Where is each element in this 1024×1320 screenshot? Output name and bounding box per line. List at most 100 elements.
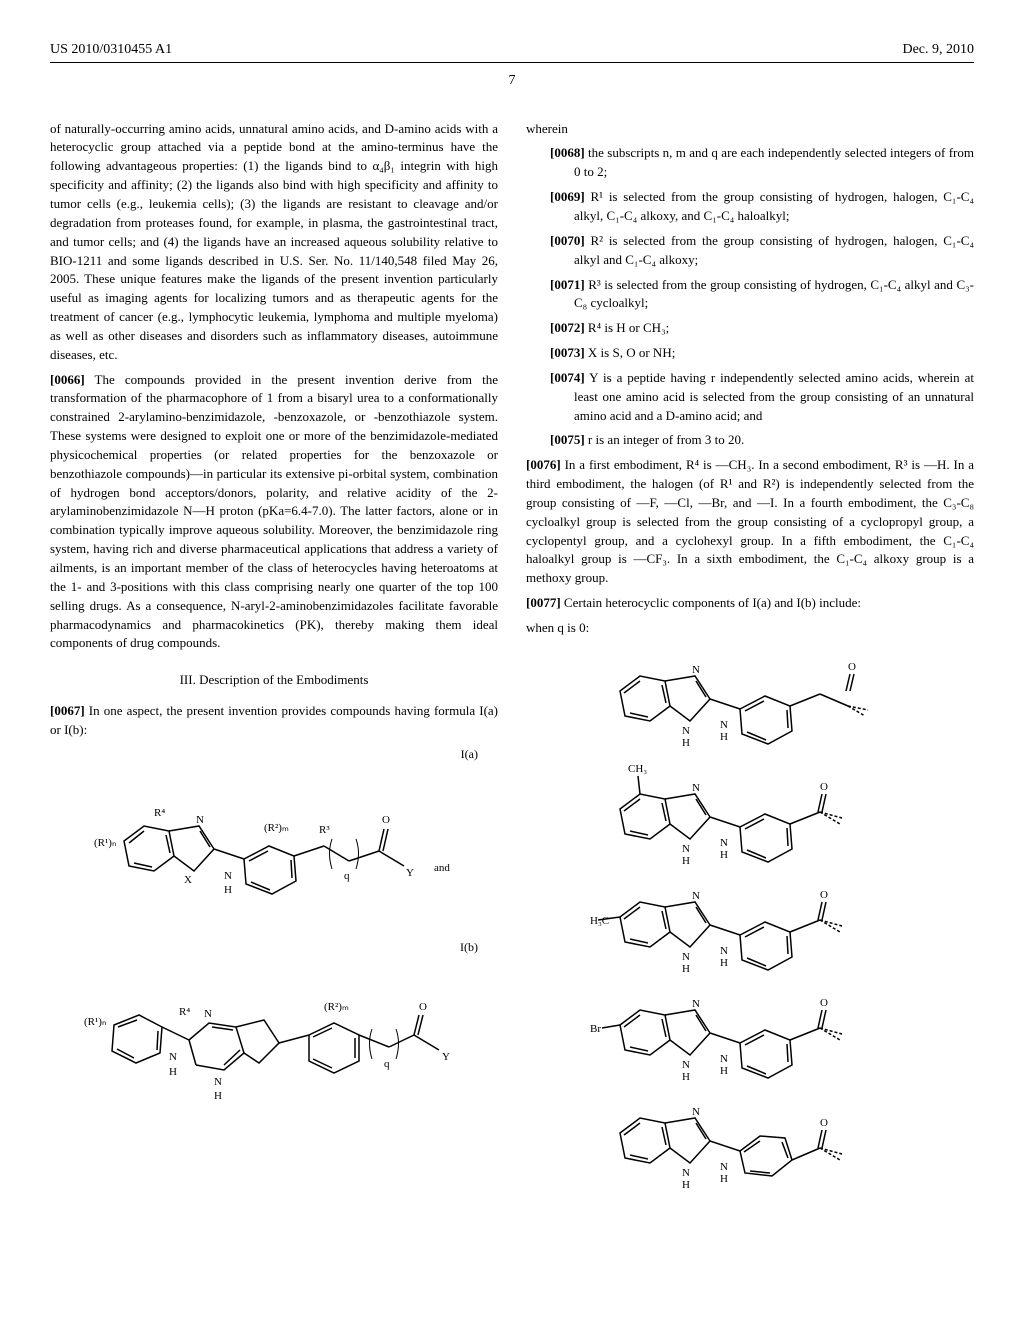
svg-text:N: N xyxy=(214,1076,222,1088)
svg-text:O: O xyxy=(848,661,856,673)
paragraph-0069: [0069] R¹ is selected from the group con… xyxy=(550,188,974,226)
paragraph-0074: [0074] Y is a peptide having r independe… xyxy=(550,369,974,426)
section-heading: III. Description of the Embodiments xyxy=(50,671,498,690)
svg-text:H: H xyxy=(720,957,728,969)
svg-text:and: and xyxy=(434,862,450,874)
svg-text:R³: R³ xyxy=(319,824,330,836)
svg-text:(R¹)ₙ: (R¹)ₙ xyxy=(84,1016,106,1028)
svg-text:N: N xyxy=(682,1059,690,1071)
svg-text:N: N xyxy=(204,1008,212,1020)
svg-text:O: O xyxy=(382,814,390,826)
svg-text:N: N xyxy=(692,1106,700,1118)
svg-text:O: O xyxy=(820,889,828,901)
page-header: US 2010/0310455 A1 Dec. 9, 2010 xyxy=(50,40,974,63)
svg-text:H₃C: H₃C xyxy=(590,915,609,927)
para-num: [0075] xyxy=(550,432,585,447)
svg-text:N: N xyxy=(720,1053,728,1065)
para-num: [0070] xyxy=(550,233,585,248)
para-num: [0071] xyxy=(550,277,585,292)
wherein-label: wherein xyxy=(526,120,974,139)
paragraph-0077: [0077] Certain heterocyclic components o… xyxy=(526,594,974,613)
svg-text:Br: Br xyxy=(590,1023,601,1035)
paragraph-0070: [0070] R² is selected from the group con… xyxy=(550,232,974,270)
svg-text:H: H xyxy=(720,731,728,743)
svg-text:H: H xyxy=(720,849,728,861)
heterocyclic-structure-4: BrNNHNHO xyxy=(590,980,910,1080)
paragraph-0073: [0073] X is S, O or NH; xyxy=(550,344,974,363)
para-text: the subscripts n, m and q are each indep… xyxy=(574,145,974,179)
svg-text:Y: Y xyxy=(442,1051,450,1063)
when-q-zero: when q is 0: xyxy=(526,619,974,638)
two-column-layout: of naturally-occurring amino acids, unna… xyxy=(50,120,974,1196)
svg-text:H: H xyxy=(682,855,690,864)
svg-text:N: N xyxy=(196,814,204,826)
para-num: [0074] xyxy=(550,370,585,385)
formula-label-Ia: I(a) xyxy=(50,746,498,763)
paragraph-0075: [0075] r is an integer of from 3 to 20. xyxy=(550,431,974,450)
svg-text:N: N xyxy=(169,1051,177,1063)
svg-text:N: N xyxy=(720,719,728,731)
svg-text:CH₃: CH₃ xyxy=(628,763,647,775)
paragraph-0067: [0067] In one aspect, the present invent… xyxy=(50,702,498,740)
publication-date: Dec. 9, 2010 xyxy=(902,40,974,60)
svg-text:N: N xyxy=(692,664,700,676)
svg-text:Y: Y xyxy=(406,867,414,879)
para-text: The compounds provided in the present in… xyxy=(50,372,498,651)
paragraph-0068: [0068] the subscripts n, m and q are eac… xyxy=(550,144,974,182)
svg-text:H: H xyxy=(169,1066,177,1078)
svg-text:N: N xyxy=(692,890,700,902)
svg-text:q: q xyxy=(344,870,350,882)
svg-text:H: H xyxy=(682,1179,690,1188)
svg-text:N: N xyxy=(720,1161,728,1173)
svg-text:R⁴: R⁴ xyxy=(154,807,165,819)
para-text: Y is a peptide having r independently se… xyxy=(574,370,974,423)
svg-text:O: O xyxy=(820,781,828,793)
formula-label-Ib: I(b) xyxy=(50,939,498,956)
para-text: r is an integer of from 3 to 20. xyxy=(585,432,745,447)
heterocyclic-structure-3: H₃CNNHNHO xyxy=(590,872,910,972)
para-num: [0069] xyxy=(550,189,585,204)
svg-text:N: N xyxy=(682,951,690,963)
svg-text:N: N xyxy=(720,837,728,849)
paragraph-0066: [0066] The compounds provided in the pre… xyxy=(50,371,498,654)
svg-text:R⁴: R⁴ xyxy=(179,1006,190,1018)
svg-text:N: N xyxy=(682,725,690,737)
para-num: [0073] xyxy=(550,345,585,360)
para-text: Certain heterocyclic components of I(a) … xyxy=(561,595,861,610)
svg-text:H: H xyxy=(214,1090,222,1102)
para-text: X is S, O or NH; xyxy=(585,345,676,360)
svg-text:X: X xyxy=(184,874,192,886)
svg-text:O: O xyxy=(820,997,828,1009)
para-text: R² is selected from the group consisting… xyxy=(574,233,974,267)
paragraph-0076: [0076] In a first embodiment, R⁴ is —CH₃… xyxy=(526,456,974,588)
definition-list: [0068] the subscripts n, m and q are eac… xyxy=(526,144,974,450)
heterocyclic-structure-2: CH₃NNHNHO xyxy=(590,754,910,864)
para-text: R³ is selected from the group consisting… xyxy=(574,277,974,311)
svg-text:H: H xyxy=(682,1071,690,1080)
para-text: R¹ is selected from the group consisting… xyxy=(574,189,974,223)
publication-number: US 2010/0310455 A1 xyxy=(50,40,172,60)
svg-text:(R²)ₘ: (R²)ₘ xyxy=(264,822,289,834)
svg-text:N: N xyxy=(224,870,232,882)
para-num: [0077] xyxy=(526,595,561,610)
chemical-structure-Ia: (R¹)ₙ R⁴ N X N H (R²)ₘ R³ q O Y and xyxy=(84,771,464,931)
svg-text:(R²)ₘ: (R²)ₘ xyxy=(324,1001,349,1013)
right-column: wherein [0068] the subscripts n, m and q… xyxy=(526,120,974,1196)
svg-text:N: N xyxy=(692,998,700,1010)
svg-text:H: H xyxy=(682,737,690,746)
paragraph-0072: [0072] R⁴ is H or CH₃; xyxy=(550,319,974,338)
page-container: US 2010/0310455 A1 Dec. 9, 2010 7 of nat… xyxy=(0,0,1024,1236)
svg-text:N: N xyxy=(692,782,700,794)
chemical-structure-Ib: (R¹)ₙ R⁴ N H N N H (R²)ₘ q O Y xyxy=(84,965,464,1125)
para-num: [0076] xyxy=(526,457,561,472)
continued-paragraph: of naturally-occurring amino acids, unna… xyxy=(50,120,498,365)
svg-text:H: H xyxy=(682,963,690,972)
heterocyclic-structure-1: NNHNHO xyxy=(590,646,910,746)
svg-text:N: N xyxy=(682,843,690,855)
svg-text:H: H xyxy=(720,1173,728,1185)
para-text: In one aspect, the present invention pro… xyxy=(50,703,498,737)
svg-text:N: N xyxy=(682,1167,690,1179)
svg-text:H: H xyxy=(224,884,232,896)
left-column: of naturally-occurring amino acids, unna… xyxy=(50,120,498,1196)
page-number: 7 xyxy=(50,71,974,91)
